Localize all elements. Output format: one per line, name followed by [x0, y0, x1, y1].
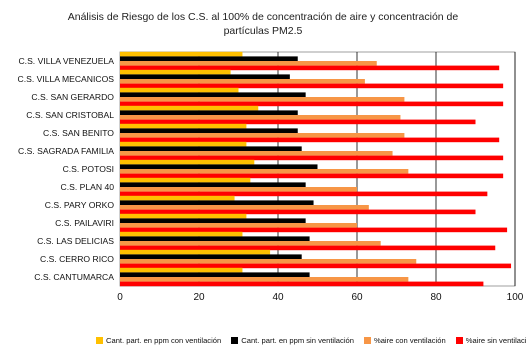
bar — [120, 259, 417, 264]
bar — [120, 119, 476, 125]
bar — [120, 137, 500, 143]
x-tick-label: 20 — [193, 292, 205, 303]
bar — [120, 65, 500, 71]
bar — [120, 56, 298, 61]
legend-swatch — [363, 337, 371, 344]
bar — [120, 146, 302, 151]
bar — [120, 105, 259, 111]
bar — [120, 241, 381, 246]
bar — [120, 123, 247, 129]
legend-label: %aire sin ventilación — [465, 336, 526, 345]
bar — [120, 87, 239, 93]
x-tick-label: 60 — [351, 292, 363, 303]
bar — [120, 169, 409, 174]
bar — [120, 83, 504, 89]
y-category-label: C.S. LAS DELICIAS — [37, 236, 114, 246]
bar — [120, 231, 243, 237]
y-category-label: C.S. PAILAVIRI — [55, 218, 114, 228]
bar — [120, 254, 302, 259]
bar — [120, 272, 310, 277]
y-category-label: C.S. PLAN 40 — [61, 182, 115, 192]
bar — [120, 263, 512, 269]
bar — [120, 209, 476, 215]
x-tick-label: 0 — [117, 292, 123, 303]
legend-item: %aire sin ventilación — [455, 336, 526, 345]
bar — [120, 245, 496, 251]
bar — [120, 177, 251, 183]
bar — [120, 200, 314, 205]
bar — [120, 92, 306, 97]
x-tick-label: 100 — [507, 292, 524, 303]
bar — [120, 249, 271, 255]
bar — [120, 155, 504, 161]
legend-item: Cant. part. en ppm con ventilación — [96, 336, 221, 345]
bar — [120, 281, 484, 287]
bar — [120, 115, 401, 120]
bar — [120, 227, 508, 233]
bar — [120, 182, 306, 187]
legend-swatch — [455, 337, 463, 344]
legend-item: Cant. part. en ppm sin ventilación — [231, 336, 354, 345]
legend-label: Cant. part. en ppm con ventilación — [106, 336, 222, 345]
y-category-label: C.S. SAN BENITO — [43, 128, 114, 138]
y-category-label: C.S. POTOSI — [63, 164, 114, 174]
bar — [120, 128, 298, 133]
chart-title-line-1: Análisis de Riesgo de los C.S. al 100% d… — [67, 11, 459, 23]
y-category-label: C.S. PARY ORKO — [45, 200, 115, 210]
bar — [120, 213, 247, 219]
bar — [120, 218, 306, 223]
bar — [120, 74, 290, 79]
bar — [120, 61, 377, 66]
legend-swatch — [231, 337, 239, 344]
y-category-label: C.S. CERRO RICO — [40, 254, 114, 264]
bar — [120, 236, 310, 241]
legend-swatch — [96, 337, 103, 344]
bar — [120, 133, 405, 138]
bar — [120, 141, 247, 147]
bar — [120, 97, 405, 102]
legend-label: %aire con ventilación — [373, 336, 446, 345]
y-category-label: C.S. SAGRADA FAMILIA — [18, 146, 114, 156]
y-category-label: C.S. VILLA VENEZUELA — [18, 56, 114, 66]
bar — [120, 151, 393, 156]
y-category-label: C.S. SAN GERARDO — [31, 92, 114, 102]
bar — [120, 164, 318, 169]
bar — [120, 159, 255, 165]
bar — [120, 79, 365, 84]
bar — [120, 191, 488, 197]
bar — [120, 101, 504, 107]
legend: Cant. part. en ppm con ventilación Cant. … — [96, 336, 526, 345]
x-tick-label: 80 — [430, 292, 442, 303]
bar — [120, 69, 231, 75]
y-category-label: C.S. VILLA MECANICOS — [18, 74, 115, 84]
x-tick-label: 40 — [272, 292, 284, 303]
bar — [120, 205, 369, 210]
bar — [120, 195, 235, 201]
bar — [120, 51, 243, 57]
bar — [120, 223, 357, 228]
bar — [120, 187, 357, 192]
legend-item: %aire con ventilación — [363, 336, 446, 345]
bar — [120, 267, 243, 273]
bar — [120, 277, 409, 282]
legend-label: Cant. part. en ppm sin ventilación — [241, 336, 354, 345]
bar — [120, 173, 504, 179]
y-category-label: C.S. SAN CRISTOBAL — [26, 110, 114, 120]
bar — [120, 110, 298, 115]
chart-title-line-2: partículas PM2.5 — [223, 25, 303, 37]
y-category-label: C.S. CANTUMARCA — [34, 272, 114, 282]
